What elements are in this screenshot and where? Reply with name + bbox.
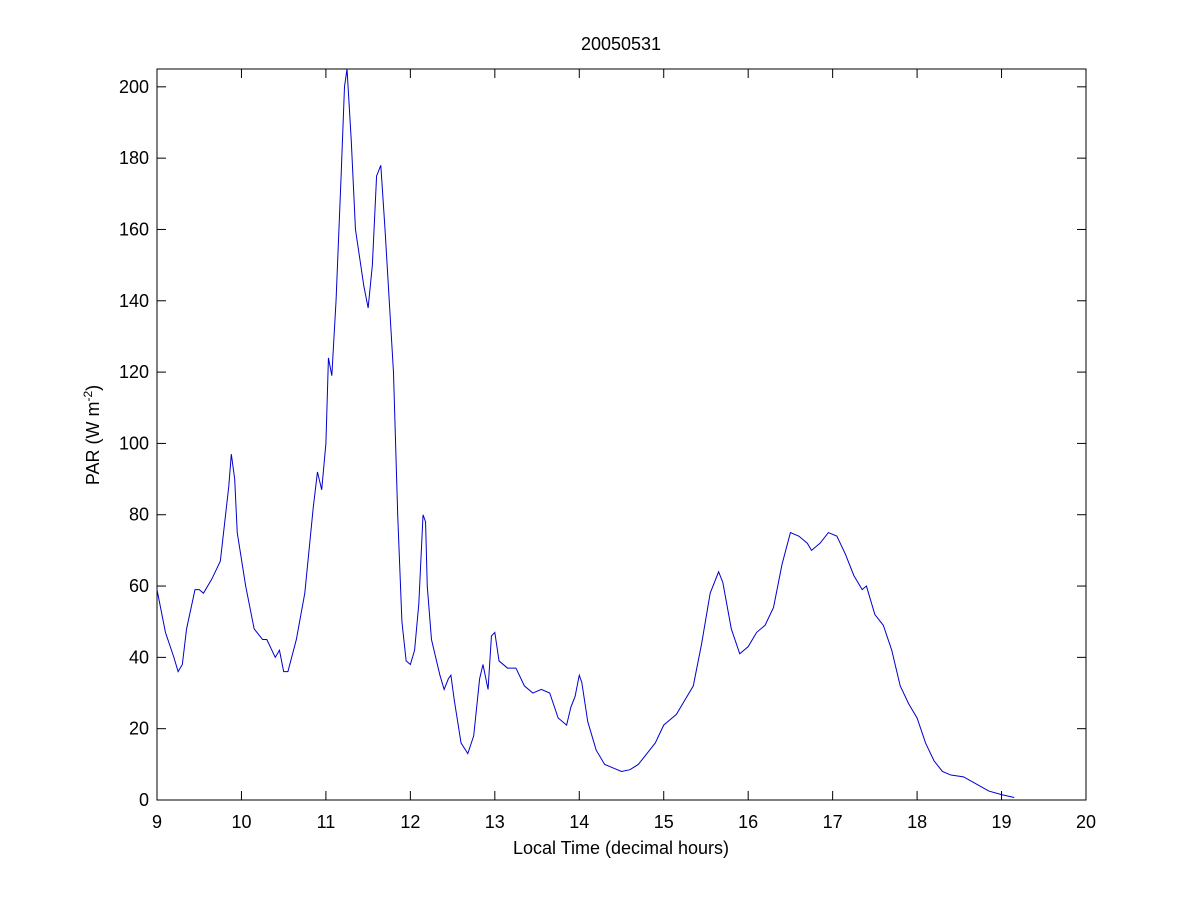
x-tick-label: 15 xyxy=(654,812,674,832)
y-tick-label: 40 xyxy=(129,647,149,667)
x-tick-label: 16 xyxy=(738,812,758,832)
x-axis-label: Local Time (decimal hours) xyxy=(513,838,729,858)
y-tick-label: 20 xyxy=(129,719,149,739)
x-tick-label: 20 xyxy=(1076,812,1096,832)
y-tick-label: 100 xyxy=(119,433,149,453)
y-tick-label: 180 xyxy=(119,148,149,168)
y-tick-label: 160 xyxy=(119,219,149,239)
y-tick-label: 0 xyxy=(139,790,149,810)
x-tick-label: 19 xyxy=(992,812,1012,832)
x-tick-label: 18 xyxy=(907,812,927,832)
x-tick-label: 9 xyxy=(152,812,162,832)
x-tick-label: 14 xyxy=(569,812,589,832)
y-axis-label: PAR (W m-2) xyxy=(81,385,103,485)
x-tick-label: 12 xyxy=(400,812,420,832)
data-line xyxy=(156,68,1015,798)
plot-area xyxy=(156,68,1087,801)
y-tick-label: 80 xyxy=(129,505,149,525)
x-tick-label: 17 xyxy=(823,812,843,832)
x-tick-label: 10 xyxy=(231,812,251,832)
x-tick-label: 13 xyxy=(485,812,505,832)
x-tick-label: 11 xyxy=(317,812,336,832)
y-tick-label: 200 xyxy=(119,77,149,97)
chart-title: 20050531 xyxy=(581,34,661,54)
y-tick-label: 60 xyxy=(129,576,149,596)
y-tick-label: 140 xyxy=(119,291,149,311)
y-tick-label: 120 xyxy=(119,362,149,382)
